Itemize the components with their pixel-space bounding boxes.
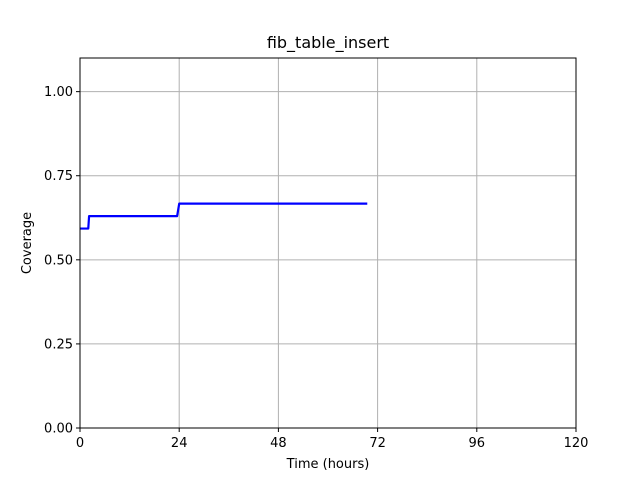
series-lines	[80, 202, 368, 230]
x-tick-label: 120	[564, 436, 589, 451]
plot-frame	[79, 57, 577, 429]
y-tick-label: 0.25	[44, 337, 73, 352]
chart-title: fib_table_insert	[267, 33, 389, 53]
x-tick-label: 48	[270, 436, 287, 451]
x-tick-label: 96	[469, 436, 486, 451]
y-tick-label: 1.00	[44, 85, 73, 100]
x-tick-label: 24	[171, 436, 188, 451]
x-tick-label: 0	[76, 436, 84, 451]
axis-ticks: 0 24 48 72 96 120 0.00 0.25 0.50 0.75 1.00	[44, 85, 588, 451]
y-axis-label: Coverage	[20, 212, 35, 274]
y-tick-label: 0.50	[44, 253, 73, 268]
y-tick-label: 0.00	[44, 422, 73, 437]
y-tick-label: 0.75	[44, 169, 73, 184]
coverage-series-line	[80, 202, 368, 230]
x-axis-label: Time (hours)	[286, 457, 370, 472]
x-tick-label: 72	[369, 436, 386, 451]
